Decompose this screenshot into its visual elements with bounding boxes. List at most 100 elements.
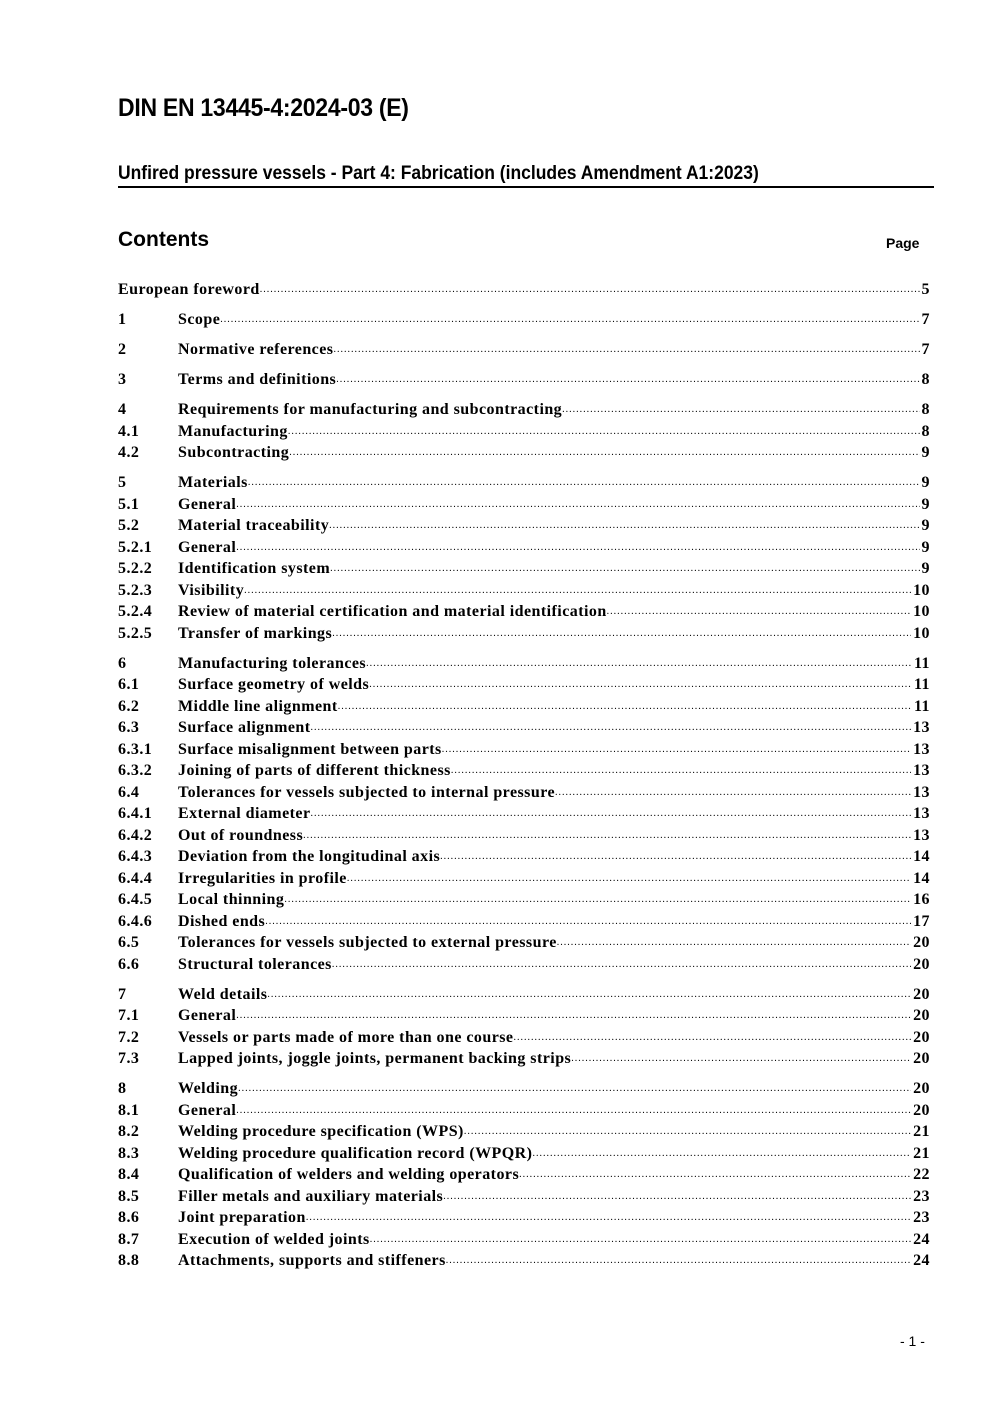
- toc-entry[interactable]: 6.4.3 Deviation from the longitudinal axi…: [118, 846, 930, 868]
- dot-leader: [236, 537, 919, 559]
- dot-leader: [332, 954, 911, 976]
- toc-entry-page: 20: [913, 1080, 930, 1097]
- toc-section-group: 2 Normative references 7: [118, 339, 930, 361]
- toc-entry[interactable]: 6.4 Tolerances for vessels subjected to i…: [118, 782, 930, 804]
- toc-entry[interactable]: 6.5 Tolerances for vessels subjected to e…: [118, 932, 930, 954]
- toc-entry[interactable]: 4.1 Manufacturing 8: [118, 421, 930, 443]
- toc-entry-page: 11: [913, 676, 930, 693]
- dot-leader: [557, 932, 911, 954]
- toc-entry-page: 16: [913, 891, 930, 908]
- toc-entry[interactable]: 4 Requirements for manufacturing and subc…: [118, 399, 930, 421]
- toc-entry[interactable]: 2 Normative references 7: [118, 339, 930, 361]
- toc-section-group: European foreword 5: [118, 279, 930, 301]
- toc-entry-title: Out of roundness: [178, 826, 304, 844]
- toc-entry-page: 9: [921, 517, 930, 534]
- toc-section-group: 4 Requirements for manufacturing and subc…: [118, 399, 930, 464]
- toc-entry-page: 20: [913, 1028, 930, 1046]
- toc-entry-title: Local thinning: [178, 891, 285, 908]
- toc-entry[interactable]: 6.4.2 Out of roundness 13: [118, 825, 930, 847]
- toc-entry[interactable]: 6.4.6 Dished ends 17: [118, 911, 930, 933]
- toc-entry[interactable]: 7.1 General 20: [118, 1005, 930, 1027]
- toc-entry[interactable]: 5.2.2 Identification system 9: [118, 558, 930, 580]
- dot-leader: [446, 1250, 911, 1272]
- toc-entry[interactable]: 8.3 Welding procedure qualification recor…: [118, 1143, 930, 1165]
- table-of-contents: European foreword 5 1 Scope 7 2 Normative refe…: [118, 279, 930, 1280]
- toc-entry-title: General: [178, 538, 237, 556]
- dot-leader: [236, 1005, 911, 1027]
- toc-entry-page: 22: [913, 1166, 930, 1183]
- toc-entry[interactable]: 6.6 Structural tolerances 20: [118, 954, 930, 976]
- dot-leader: [338, 696, 912, 718]
- dot-leader: [288, 421, 920, 443]
- toc-entry[interactable]: 8.4 Qualification of welders and welding …: [118, 1164, 930, 1186]
- toc-entry[interactable]: 5 Materials 9: [118, 472, 930, 494]
- toc-entry[interactable]: 8 Welding 20: [118, 1078, 930, 1100]
- toc-entry-title: Tolerances for vessels subjected to inte…: [178, 783, 556, 801]
- toc-entry[interactable]: 5.2.5 Transfer of markings 10: [118, 623, 930, 645]
- toc-entry[interactable]: European foreword 5: [118, 279, 930, 301]
- dot-leader: [306, 1207, 911, 1229]
- toc-entry[interactable]: 6.3 Surface alignment 13: [118, 717, 930, 739]
- toc-entry-page: 24: [913, 1230, 930, 1248]
- toc-entry-title: Execution of welded joints: [178, 1230, 370, 1248]
- toc-entry[interactable]: 5.2.3 Visibility 10: [118, 580, 930, 602]
- toc-entry-page: 23: [913, 1187, 930, 1205]
- toc-entry[interactable]: 5.2.4 Review of material certification an…: [118, 601, 930, 623]
- toc-entry[interactable]: 7.3 Lapped joints, joggle joints, permane…: [118, 1048, 930, 1070]
- toc-entry[interactable]: 5.2.1 General 9: [118, 537, 930, 559]
- toc-entry-title: Attachments, supports and stiffeners: [178, 1252, 446, 1269]
- dot-leader: [333, 339, 919, 361]
- toc-entry[interactable]: 6.4.1 External diameter 13: [118, 803, 930, 825]
- page-number: - 1 -: [900, 1333, 925, 1349]
- toc-entry[interactable]: 6.4.5 Local thinning 16: [118, 889, 930, 911]
- toc-entry-page: 21: [913, 1123, 930, 1140]
- toc-entry-title: Requirements for manufacturing and subco…: [178, 401, 563, 418]
- toc-entry[interactable]: 6.3.2 Joining of parts of different thick…: [118, 760, 930, 782]
- toc-entry[interactable]: 5.1 General 9: [118, 494, 930, 516]
- dot-leader: [336, 369, 919, 391]
- toc-entry-number: 5: [118, 474, 127, 491]
- toc-entry[interactable]: 6 Manufacturing tolerances 11: [118, 653, 930, 675]
- toc-entry-number: 6.5: [118, 934, 140, 951]
- toc-entry[interactable]: 8.7 Execution of welded joints 24: [118, 1229, 930, 1251]
- toc-entry[interactable]: 8.2 Welding procedure specification (WPS)…: [118, 1121, 930, 1143]
- dot-leader: [220, 309, 919, 331]
- toc-entry[interactable]: 6.3.1 Surface misalignment between parts 1…: [118, 739, 930, 761]
- toc-entry[interactable]: 6.1 Surface geometry of welds 11: [118, 674, 930, 696]
- toc-entry[interactable]: 7.2 Vessels or parts made of more than on…: [118, 1027, 930, 1049]
- toc-entry-page: 24: [913, 1252, 930, 1269]
- toc-entry-number: 5.1: [118, 495, 140, 513]
- toc-entry-title: Surface geometry of welds: [178, 676, 370, 693]
- dot-leader: [347, 868, 911, 890]
- toc-entry-page: 11: [913, 654, 930, 672]
- toc-entry-title: Welding: [178, 1080, 239, 1097]
- toc-entry[interactable]: 6.4.4 Irregularities in profile 14: [118, 868, 930, 890]
- toc-entry[interactable]: 8.1 General 20: [118, 1100, 930, 1122]
- dot-leader: [443, 1186, 911, 1208]
- toc-entry[interactable]: 5.2 Material traceability 9: [118, 515, 930, 537]
- toc-entry-page: 20: [913, 1101, 930, 1119]
- title-rule: [118, 186, 934, 188]
- toc-entry[interactable]: 8.8 Attachments, supports and stiffeners 2…: [118, 1250, 930, 1272]
- toc-entry-title: Irregularities in profile: [178, 869, 347, 887]
- toc-entry[interactable]: 7 Weld details 20: [118, 984, 930, 1006]
- toc-entry[interactable]: 8.5 Filler metals and auxiliary materials…: [118, 1186, 930, 1208]
- toc-entry-title: Welding procedure specification (WPS): [178, 1123, 464, 1140]
- toc-entry-title: Tolerances for vessels subjected to exte…: [178, 934, 557, 951]
- toc-entry-title: Lapped joints, joggle joints, permanent …: [178, 1050, 572, 1067]
- toc-entry[interactable]: 4.2 Subcontracting 9: [118, 442, 930, 464]
- toc-entry-number: 8.3: [118, 1144, 140, 1162]
- dot-leader: [238, 1078, 911, 1100]
- toc-entry[interactable]: 3 Terms and definitions 8: [118, 369, 930, 391]
- toc-entry-page: 20: [913, 1050, 930, 1067]
- dot-leader: [555, 782, 911, 804]
- toc-entry-page: 20: [913, 1007, 930, 1024]
- toc-entry[interactable]: 8.6 Joint preparation 23: [118, 1207, 930, 1229]
- dot-leader: [513, 1027, 911, 1049]
- toc-entry-page: 14: [913, 848, 930, 865]
- toc-entry-number: 6.3.2: [118, 762, 153, 779]
- toc-entry-number: 6: [118, 654, 127, 672]
- toc-entry[interactable]: 1 Scope 7: [118, 309, 930, 331]
- toc-entry[interactable]: 6.2 Middle line alignment 11: [118, 696, 930, 718]
- toc-entry-number: 6.3.1: [118, 740, 153, 758]
